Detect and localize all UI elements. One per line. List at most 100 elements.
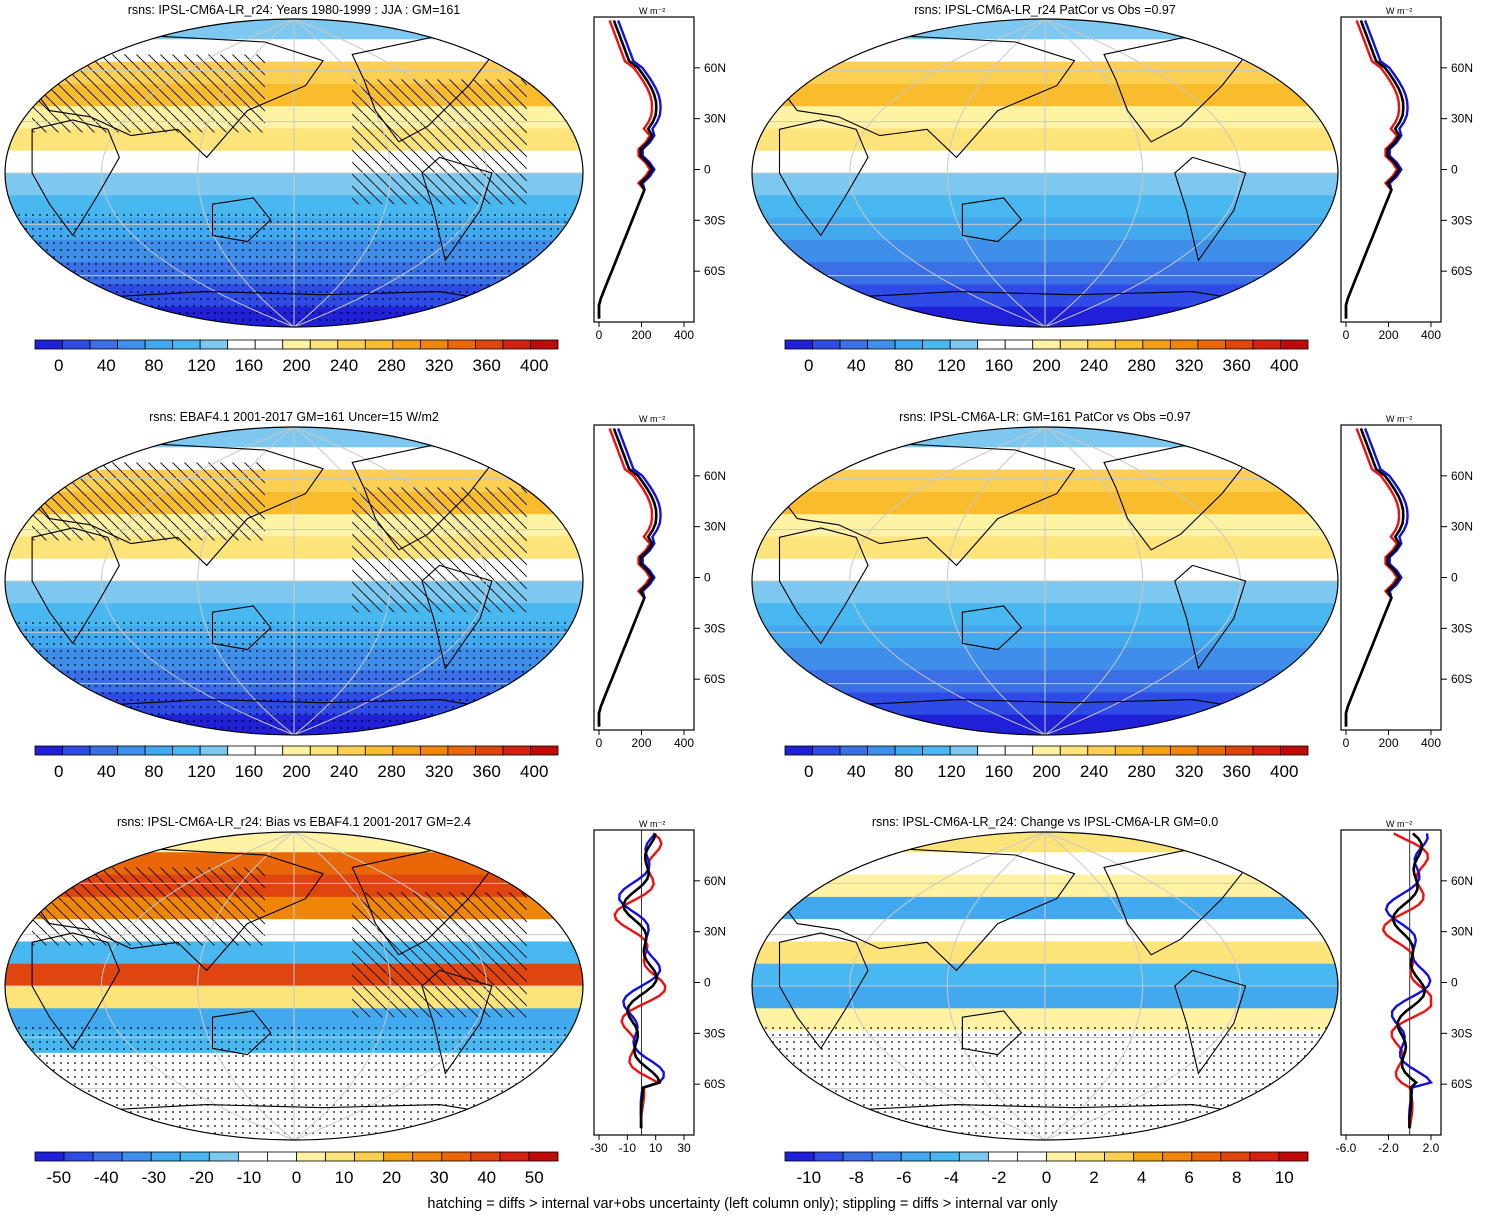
colorbar-label: 120 (187, 762, 215, 781)
coastline-greenland (1209, 433, 1265, 457)
zonal-lat-label: 0 (704, 571, 711, 585)
colorbar-label: 6 (1184, 1168, 1193, 1187)
colorbar-label: 80 (144, 356, 163, 375)
colorbar-box (337, 745, 366, 756)
zonal-mean-line-red (1344, 427, 1401, 727)
colorbar-label: -20 (189, 1168, 214, 1187)
colorbar-box (441, 1151, 472, 1162)
coastline-africa (31, 527, 121, 645)
colorbar-box (254, 745, 284, 756)
zonal-lat-label: 60N (1451, 61, 1473, 75)
colorbar-label: 40 (847, 356, 866, 375)
zonal-lat-label: 0 (1451, 163, 1458, 177)
colorbar-box (528, 1151, 559, 1162)
colorbar-box (117, 339, 146, 350)
zonal-x-tick-label: 200 (1378, 736, 1398, 750)
colorbar-box (199, 339, 229, 350)
colorbar-box (1004, 745, 1034, 756)
colorbar-box (34, 745, 63, 756)
panel-5-title: rsns: IPSL-CM6A-LR_r24: Bias vs EBAF4.1 … (117, 815, 471, 829)
colorbar-label: 400 (520, 356, 548, 375)
colorbar-box (419, 745, 449, 756)
coastline-samerica (1174, 156, 1247, 262)
colorbar-label: 120 (937, 356, 965, 375)
colorbar-box (62, 745, 91, 756)
coastline-africa (31, 119, 121, 237)
graticule (5, 19, 583, 327)
colorbar-box (282, 339, 311, 350)
zonal-mean-line-black (1344, 19, 1405, 319)
colorbar-box (499, 1151, 530, 1162)
colorbar-box (237, 1151, 268, 1162)
panel-1-zonal-mean-plot: W m⁻² 60N 30N 0 30S 60S 0 200 400 (593, 6, 726, 342)
colorbar-label: 320 (1175, 356, 1203, 375)
colorbar-box (502, 339, 531, 350)
zonal-lat-label: 30S (704, 621, 725, 635)
panel-1-title: rsns: IPSL-CM6A-LR_r24: Years 1980-1999 … (127, 3, 461, 17)
map-border (4, 18, 584, 328)
colorbar-box (227, 745, 256, 756)
colorbar-box (1169, 339, 1199, 350)
coastline-antarctica (838, 699, 1252, 710)
colorbar-box (447, 339, 476, 350)
zonal-x-tick-label: 200 (631, 328, 651, 342)
colorbar-box (227, 339, 256, 350)
coastline-australia (211, 197, 272, 243)
map-border (4, 426, 584, 736)
colorbar-box (894, 339, 924, 350)
colorbar-label: 320 (425, 356, 453, 375)
colorbar-box (977, 745, 1006, 756)
colorbar-label: -40 (94, 1168, 119, 1187)
colorbar-box (34, 1151, 65, 1162)
colorbar-box (1225, 745, 1254, 756)
zonal-unit-label: W m⁻² (1386, 6, 1412, 16)
zonal-mean-line-red (597, 19, 654, 319)
zonal-lat-label: 30N (704, 520, 726, 534)
coastline-australia (211, 1010, 272, 1056)
coastline-antarctica (838, 291, 1252, 302)
colorbar-box (325, 1151, 356, 1162)
panel-3-colorbar: 0 40 80 120 160 200 240 280 320 360 400 (34, 745, 559, 781)
colorbar-label: 280 (377, 356, 405, 375)
colorbar-label: 200 (282, 762, 310, 781)
colorbar-label: 120 (937, 762, 965, 781)
colorbar-box (900, 1151, 931, 1162)
colorbar-box (530, 745, 559, 756)
colorbar-box (784, 339, 813, 350)
colorbar-label: 400 (1270, 356, 1298, 375)
colorbar-box (63, 1151, 94, 1162)
colorbar-label: 240 (330, 356, 358, 375)
colorbar-box (1133, 1151, 1164, 1162)
colorbar-box (867, 745, 896, 756)
graticule (752, 19, 1338, 327)
colorbar-box (267, 1151, 297, 1162)
colorbar-box (1191, 1151, 1222, 1162)
zonal-lat-label: 60N (704, 874, 726, 888)
zonal-unit-label: W m⁻² (1386, 414, 1412, 424)
panel-4-map (751, 426, 1339, 736)
colorbar-label: -50 (46, 1168, 71, 1187)
colorbar-label: 0 (54, 356, 63, 375)
colorbar-label: 50 (525, 1168, 544, 1187)
colorbar-box (949, 745, 979, 756)
colorbar-box (1059, 745, 1089, 756)
colorbar-box (419, 339, 449, 350)
panel-6-map (751, 831, 1339, 1141)
panel-5-map (4, 831, 584, 1141)
colorbar-label: 40 (97, 762, 116, 781)
colorbar-box (144, 745, 174, 756)
colorbar-box (1278, 1151, 1309, 1162)
coastline-greenland (455, 838, 511, 862)
colorbar-box (1104, 1151, 1135, 1162)
zonal-x-tick-label: 200 (631, 736, 651, 750)
graticule (752, 427, 1338, 735)
colorbar-box (1075, 1151, 1106, 1162)
colorbar-label: 80 (144, 762, 163, 781)
colorbar-label: 40 (477, 1168, 496, 1187)
colorbar-box (475, 745, 504, 756)
coastline-antarctica (90, 699, 498, 710)
hatching-overlay (32, 867, 265, 946)
colorbar-label: -10 (796, 1168, 821, 1187)
zonal-lat-label: 60S (1451, 264, 1472, 278)
coastline-australia (961, 605, 1023, 651)
